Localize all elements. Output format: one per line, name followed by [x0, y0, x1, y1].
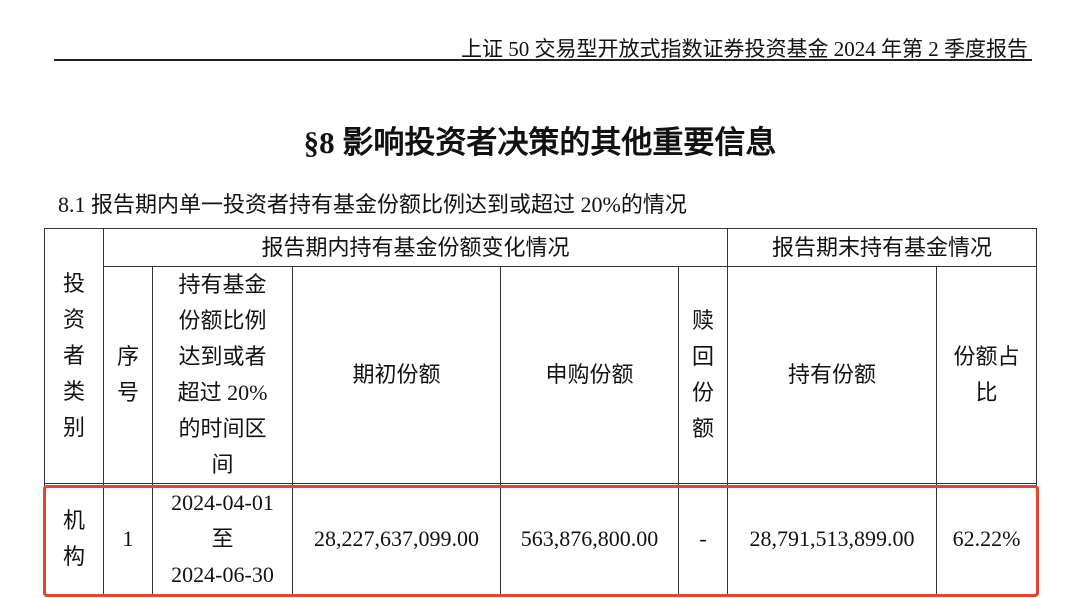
header-rule	[54, 59, 1032, 61]
period-end: 2024-06-30	[171, 562, 274, 587]
report-header: 上证 50 交易型开放式指数证券投资基金 2024 年第 2 季度报告	[461, 37, 1028, 61]
cell-holding: 28,791,513,899.00	[727, 483, 938, 595]
col-investor-type: 投资者类别	[44, 228, 104, 484]
col-seq: 序号	[103, 266, 153, 484]
table-row: 机构 1 2024-04-01 至 2024-06-30 28,227,637,…	[44, 483, 1038, 595]
period-start: 2024-04-01	[171, 490, 274, 515]
highlight-box	[43, 485, 1039, 597]
col-redeem: 赎回份额	[677, 266, 729, 484]
cell-investor-type: 机构	[44, 483, 104, 595]
col-purchase: 申购份额	[500, 266, 679, 484]
investor-table: 投资者类别 报告期内持有基金份额变化情况 报告期末持有基金情况 序号 持有基金份…	[44, 228, 1038, 595]
col-initial: 期初份额	[292, 266, 501, 484]
cell-purchase: 563,876,800.00	[500, 483, 679, 595]
col-holding: 持有份额	[727, 266, 938, 484]
subsection-title: 8.1 报告期内单一投资者持有基金份额比例达到或超过 20%的情况	[58, 192, 687, 217]
col-period: 持有基金份额比例达到或者超过 20%的时间区间	[152, 266, 293, 484]
cell-initial: 28,227,637,099.00	[292, 483, 501, 595]
col-ratio: 份额占比	[936, 266, 1038, 484]
period-to: 至	[211, 526, 234, 551]
section-title: §8 影响投资者决策的其他重要信息	[303, 125, 777, 160]
cell-period: 2024-04-01 至 2024-06-30	[152, 483, 293, 595]
group-end: 报告期末持有基金情况	[727, 228, 1038, 267]
group-change: 报告期内持有基金份额变化情况	[102, 228, 729, 267]
